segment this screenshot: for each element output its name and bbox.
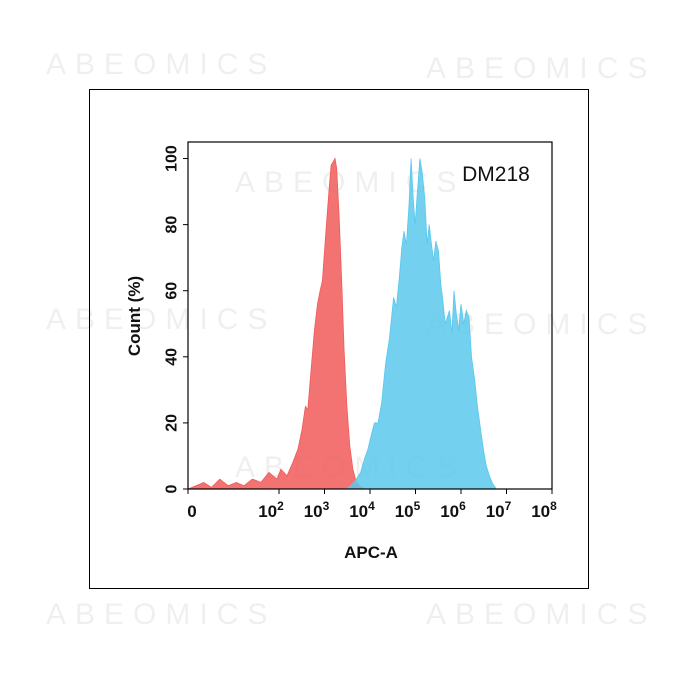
y-tick-label: 0 (164, 484, 181, 493)
watermark: ABEOMICS (426, 52, 657, 85)
ticks-layer: 0 102 103 104 105 106 107 108 0 20 40 60 80 100 (164, 145, 558, 521)
x-tick-label: 103 (304, 499, 330, 521)
x-axis-label: APC-A (344, 543, 398, 562)
y-tick-label: 60 (164, 282, 181, 300)
x-tick-label: 108 (531, 499, 557, 521)
chart-title: DM218 (462, 163, 530, 186)
y-axis-label: Count (%) (125, 276, 144, 356)
x-tick-label: 0 (187, 502, 196, 521)
series-layer (187, 157, 498, 490)
x-tick-label: 104 (349, 499, 375, 521)
watermark: ABEOMICS (46, 303, 277, 336)
y-tick-label: 20 (164, 414, 181, 432)
y-tick-label: 80 (164, 216, 181, 234)
watermark: ABEOMICS (46, 48, 277, 81)
watermark: ABEOMICS (46, 598, 277, 631)
histogram-series-2 (344, 158, 498, 490)
x-tick-label: 102 (258, 499, 284, 521)
x-tick-label: 106 (440, 499, 466, 521)
watermark: ABEOMICS (426, 598, 657, 631)
figure-frame (89, 89, 589, 589)
x-tick-label: 105 (395, 499, 421, 521)
x-tick-label: 107 (486, 499, 512, 521)
y-tick-label: 40 (164, 348, 181, 366)
histogram-series-1 (187, 157, 366, 490)
y-tick-label: 100 (164, 145, 181, 172)
plot-border (187, 141, 553, 490)
